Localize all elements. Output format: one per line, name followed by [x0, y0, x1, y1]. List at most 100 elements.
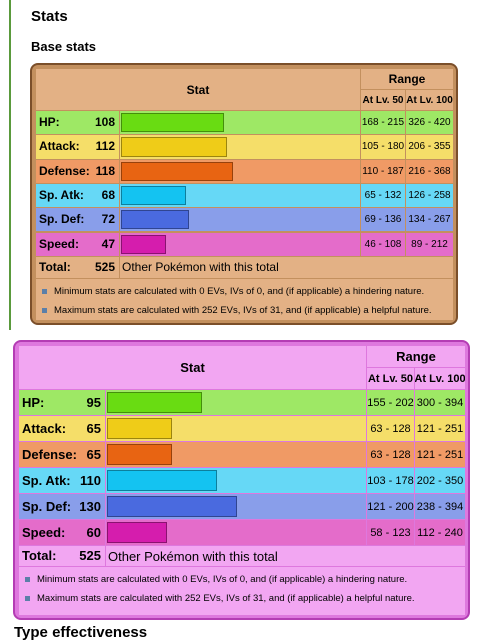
- stat-range-lv100: 112 - 240: [415, 520, 465, 545]
- stat-bar-cell: [106, 416, 366, 441]
- stat-bar-cell: [106, 442, 366, 467]
- stat-bar: [107, 496, 237, 517]
- stat-name: Defense:: [39, 163, 90, 178]
- stat-bar: [107, 418, 172, 439]
- bullet: [25, 596, 30, 601]
- stat-name: Defense:: [22, 447, 77, 462]
- stat-bar-cell: [120, 159, 360, 183]
- total-name: Total:: [22, 548, 57, 563]
- stat-bar: [121, 137, 228, 157]
- stat-value: 112: [95, 139, 115, 154]
- stat-bar: [121, 185, 186, 206]
- header-range: Range: [367, 346, 465, 367]
- stat-label-cell: HP: 108: [36, 111, 119, 135]
- header-range: Range: [361, 69, 453, 89]
- stat-bar-cell: [106, 520, 366, 545]
- note-text: Maximum stats are calculated with 252 EV…: [54, 304, 432, 316]
- stat-name: Sp. Atk:: [22, 473, 71, 488]
- total-link: Other Pokémon with this total: [120, 256, 453, 278]
- stat-bar: [121, 234, 166, 254]
- stat-bar: [121, 161, 234, 181]
- notes: Minimum stats are calculated with 0 EVs,…: [19, 567, 465, 615]
- stat-name: Sp. Def:: [39, 212, 85, 227]
- stat-range-lv100: 206 - 355: [406, 135, 453, 159]
- stat-range-lv50: 46 - 108: [361, 232, 405, 256]
- stat-range-lv50: 63 - 128: [367, 442, 414, 467]
- stat-label-cell: Speed: 47: [36, 232, 119, 256]
- stat-range-lv50: 63 - 128: [367, 416, 414, 441]
- note-text: Maximum stats are calculated with 252 EV…: [37, 593, 415, 604]
- stat-value: 47: [101, 236, 115, 251]
- stat-bar-cell: [106, 468, 366, 493]
- stat-range-lv50: 58 - 123: [367, 520, 414, 545]
- stat-bar: [121, 113, 224, 133]
- note-line: Maximum stats are calculated with 252 EV…: [42, 305, 432, 316]
- stat-bar: [121, 210, 190, 230]
- stat-range-lv100: 326 - 420: [406, 111, 453, 135]
- stat-range-lv50: 121 - 200: [367, 494, 414, 519]
- bullet: [25, 577, 30, 582]
- stat-range-lv100: 216 - 368: [406, 159, 453, 183]
- total-value: 525: [79, 548, 101, 563]
- stat-range-lv50: 168 - 215: [361, 111, 405, 135]
- header-lv100: At Lv. 100: [415, 368, 465, 389]
- stat-value: 95: [86, 395, 101, 410]
- header-lv50: At Lv. 50: [367, 368, 414, 389]
- stat-bar-cell: [120, 208, 360, 232]
- stat-label-cell: Attack: 112: [36, 135, 119, 159]
- stat-name: HP:: [39, 115, 60, 129]
- stat-range-lv100: 202 - 350: [415, 468, 465, 493]
- stat-value: 130: [79, 499, 101, 514]
- stat-name: Attack:: [22, 421, 67, 436]
- stat-range-lv50: 155 - 202: [367, 390, 414, 415]
- header-stat: Stat: [19, 346, 366, 389]
- total-link: Other Pokémon with this total: [106, 546, 465, 566]
- stat-bar: [107, 470, 217, 491]
- total-value: 525: [94, 259, 115, 274]
- stat-range-lv100: 126 - 258: [406, 183, 453, 208]
- stat-name: HP:: [22, 395, 45, 410]
- stat-label-cell: Sp. Atk: 110: [19, 468, 105, 493]
- stat-label-cell: Sp. Def: 130: [19, 494, 105, 519]
- stat-name: Speed:: [39, 236, 80, 251]
- stat-range-lv50: 103 - 178: [367, 468, 414, 493]
- total-label-cell: Total: 525: [19, 546, 105, 566]
- header-stat: Stat: [36, 69, 360, 110]
- note-text: Minimum stats are calculated with 0 EVs,…: [37, 574, 408, 585]
- stat-value: 68: [101, 187, 115, 202]
- stat-bar: [107, 522, 167, 543]
- stat-range-lv100: 121 - 251: [415, 442, 465, 467]
- note-line: Minimum stats are calculated with 0 EVs,…: [25, 574, 407, 585]
- stat-bar-cell: [120, 111, 360, 135]
- stat-name: Speed:: [22, 525, 66, 540]
- bullet: [42, 288, 47, 294]
- stat-range-lv100: 300 - 394: [415, 390, 465, 415]
- note-text: Minimum stats are calculated with 0 EVs,…: [54, 285, 425, 297]
- stat-label-cell: Defense: 65: [19, 442, 105, 467]
- note-line: Minimum stats are calculated with 0 EVs,…: [42, 286, 424, 297]
- stat-label-cell: Attack: 65: [19, 416, 105, 441]
- stat-bar: [107, 444, 172, 465]
- stat-bar: [107, 392, 202, 413]
- stat-value: 60: [86, 525, 101, 540]
- stat-range-lv50: 65 - 132: [361, 183, 405, 208]
- total-name: Total:: [39, 259, 71, 274]
- section-title: Stats: [31, 8, 68, 25]
- stat-label-cell: Speed: 60: [19, 520, 105, 545]
- stat-label-cell: Defense: 118: [36, 159, 119, 183]
- stat-label-cell: Sp. Atk: 68: [36, 183, 119, 208]
- stats-table: Stat Range At Lv. 50 At Lv. 100 HP: 108 168 - …: [30, 63, 458, 325]
- stat-range-lv100: 89 - 212: [406, 232, 453, 256]
- stat-bar-cell: [120, 232, 360, 256]
- stat-value: 65: [86, 447, 101, 462]
- stat-value: 65: [86, 421, 101, 436]
- stat-bar-cell: [120, 183, 360, 208]
- stat-name: Sp. Def:: [22, 499, 72, 514]
- sidebar-line: [9, 0, 11, 330]
- stat-value: 118: [95, 163, 115, 178]
- stat-bar-cell: [120, 135, 360, 159]
- stat-range-lv50: 110 - 187: [361, 159, 405, 183]
- header-lv50: At Lv. 50: [361, 90, 405, 110]
- stat-bar-cell: [106, 494, 366, 519]
